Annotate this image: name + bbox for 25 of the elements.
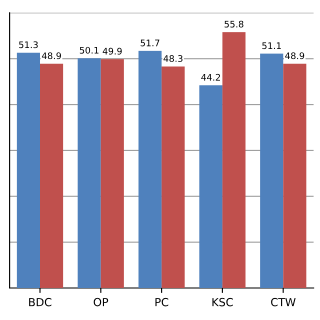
data-label: 49.9 <box>102 48 122 55</box>
bar <box>100 59 124 288</box>
x-tick-label: BDC <box>29 298 52 306</box>
bar <box>199 85 222 288</box>
bar <box>260 54 284 288</box>
data-label: 48.9 <box>285 52 304 60</box>
x-tick-label: PC <box>155 298 168 306</box>
bar <box>222 32 246 288</box>
x-tick-label: KSC <box>212 298 233 306</box>
data-label: 51.7 <box>140 40 160 46</box>
data-label: 50.1 <box>80 46 98 54</box>
bar <box>78 58 101 288</box>
data-label: 51.1 <box>262 42 281 50</box>
x-tick-label: CTW <box>271 298 296 306</box>
bar <box>138 50 162 288</box>
bar <box>16 52 40 288</box>
data-label: 51.3 <box>19 41 38 48</box>
bar <box>283 64 306 288</box>
bar <box>40 64 64 288</box>
data-label: 55.8 <box>224 20 244 28</box>
data-label: 48.3 <box>164 55 182 62</box>
data-label: 44.2 <box>201 74 220 81</box>
data-label: 48.9 <box>42 52 61 60</box>
x-tick-label: OP <box>94 298 108 306</box>
bar <box>162 66 185 288</box>
